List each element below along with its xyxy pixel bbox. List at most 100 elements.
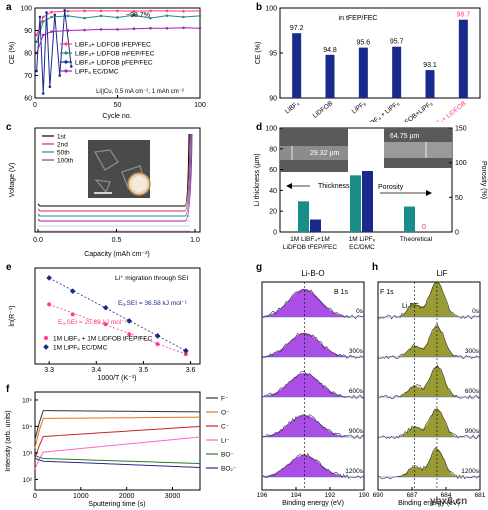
peak-fill-3 bbox=[378, 408, 480, 437]
time-label-2: 600s bbox=[465, 388, 480, 395]
chart-f-axes: 0 1000 2000 3000 10² 10³ 10⁴ 10⁵ bbox=[22, 397, 180, 500]
chart-d-sem-inset-1: 29.32 µm bbox=[280, 128, 348, 172]
series-point-0 bbox=[165, 9, 169, 13]
series-point-2 bbox=[48, 85, 52, 89]
series-line-1 bbox=[37, 133, 191, 212]
chart-a-xlabel: Cycle no. bbox=[102, 113, 131, 120]
x-tick-label: 2000 bbox=[119, 493, 135, 500]
legend-label-3: Li⁻ bbox=[221, 438, 230, 445]
chart-g-plot: 0s 300s 600s 900s 1200s bbox=[261, 282, 365, 490]
bar-2 bbox=[358, 47, 368, 98]
panel-label-f: f bbox=[6, 384, 10, 395]
series-line-3 bbox=[37, 133, 193, 222]
time-label-2: 600s bbox=[349, 388, 364, 395]
thickness-bar-1 bbox=[350, 175, 361, 232]
chart-b-ylabel: CE (%) bbox=[255, 42, 262, 65]
legend-marker-1 bbox=[64, 51, 68, 55]
x-tick-label: 0 bbox=[33, 102, 37, 109]
chart-c-frame bbox=[34, 127, 201, 233]
legend-label-0: LiBF₄+ LiDFOB tFEP/FEC bbox=[75, 42, 151, 49]
y-tick-label: 90 bbox=[269, 96, 277, 103]
y-tick-label: 10⁴ bbox=[22, 424, 32, 431]
chart-h-xlabel: Binding energy (eV) bbox=[398, 500, 460, 507]
chart-c-xlabel: Capacity (mAh cm⁻²) bbox=[84, 251, 150, 258]
x-tick-label: 684 bbox=[441, 492, 452, 499]
group-label-0-line1: 1M LiBF₄+1M bbox=[290, 236, 330, 243]
y-right-tick-label: 100 bbox=[455, 160, 467, 167]
chart-d-axes: 0 20 40 60 80 100 0 50 100 150 bbox=[265, 126, 466, 237]
peak-fill-0 bbox=[262, 289, 364, 317]
series-point-0 bbox=[116, 9, 119, 13]
y-tick-label: 80 bbox=[24, 51, 32, 58]
panel-label-a: a bbox=[6, 2, 12, 13]
x-tick-label: 687 bbox=[407, 492, 418, 499]
spectrum-line-0 bbox=[377, 281, 481, 320]
x-tick-label: 192 bbox=[325, 492, 336, 499]
y-tick-label: 20 bbox=[269, 209, 277, 216]
chart-e-energy-2: Eₐ,SEI = 36.58 kJ mol⁻¹ bbox=[118, 300, 188, 307]
legend-label-1: 2nd bbox=[57, 142, 68, 149]
time-label-4: 1200s bbox=[345, 468, 363, 475]
series-point-1 bbox=[154, 333, 161, 339]
porosity-bar-1 bbox=[362, 170, 373, 232]
peak-fill-2 bbox=[262, 373, 364, 397]
bar-4 bbox=[425, 70, 435, 98]
chart-b-annotation: in tFEP/FEC bbox=[339, 15, 378, 22]
time-label-0: 0s bbox=[472, 308, 480, 315]
series-point-1 bbox=[198, 14, 202, 18]
chart-d-arrow-thickness bbox=[286, 183, 310, 189]
time-label-1: 300s bbox=[349, 348, 364, 355]
legend-label-0: 1M LiBF₄ + 1M LiDFOB tFEP/FEC bbox=[53, 336, 153, 343]
group-label-0-line2: LiDFOB tFEP/FEC bbox=[283, 244, 337, 251]
series-point-0 bbox=[149, 9, 152, 13]
chart-h-frame bbox=[377, 281, 481, 491]
series-point-1 bbox=[183, 347, 189, 354]
panel-label-e: e bbox=[6, 262, 12, 273]
chart-g-frame bbox=[261, 281, 365, 491]
series-point-3 bbox=[83, 28, 86, 32]
legend-label-2: 50th bbox=[57, 150, 70, 157]
y-tick-label: 90 bbox=[24, 28, 32, 35]
series-point-1 bbox=[41, 20, 45, 23]
series-line-2 bbox=[34, 425, 201, 459]
series-point-2 bbox=[70, 65, 73, 68]
spectrum-line-0 bbox=[261, 288, 365, 320]
legend-label-1: LiBF₄+ LiDFOB mFEP/FEC bbox=[75, 51, 155, 58]
peak-fill-1 bbox=[378, 325, 480, 357]
x-tick-label: 3.6 bbox=[186, 367, 196, 374]
chart-b-plot: 97.2 LiBF₄ 94.8 LiDFOB 95.6 LiPF₆ 95.7 LiBF₄ + … bbox=[284, 12, 470, 122]
y-tick-label: 100 bbox=[20, 6, 32, 13]
series-point-1 bbox=[66, 14, 70, 18]
series-point-1 bbox=[46, 275, 52, 281]
chart-d-arrow-label-porosity: Porosity bbox=[378, 184, 404, 191]
chart-e-legend: 1M LiBF₄ + 1M LiDFOB tFEP/FEC 1M LiPF₆ EC… bbox=[43, 336, 153, 352]
chart-f-xlabel: Sputtering time (s) bbox=[88, 501, 145, 508]
chart-f-legend: F⁻ O⁻ C⁻ Li⁻ BO⁻ BO₂⁻ bbox=[206, 396, 237, 473]
time-label-0: 0s bbox=[356, 308, 364, 315]
series-point-1 bbox=[83, 16, 86, 20]
chart-b-axes: 90 95 100 bbox=[265, 6, 283, 103]
bar-5 bbox=[458, 19, 468, 99]
series-point-1 bbox=[99, 14, 103, 18]
series-point-0 bbox=[50, 10, 53, 14]
y-tick-label: 95 bbox=[269, 51, 277, 58]
series-point-1 bbox=[116, 16, 119, 19]
chart-b: 97.2 LiBF₄ 94.8 LiDFOB 95.6 LiPF₆ 95.7 LiBF₄ + … bbox=[255, 6, 481, 122]
y-tick-label: 10² bbox=[23, 477, 33, 484]
chart-b-frame bbox=[279, 7, 481, 99]
series-line-5 bbox=[34, 457, 201, 468]
chart-g-title: Li-B-O bbox=[301, 269, 324, 278]
category-label-3: LiBF₄ + LiPF₆ bbox=[366, 100, 402, 122]
bar-value-label-3: 95.7 bbox=[390, 39, 404, 46]
series-point-0 bbox=[127, 332, 132, 337]
series-line-2 bbox=[37, 133, 192, 217]
legend-marker-0 bbox=[44, 336, 48, 340]
series-point-3 bbox=[116, 28, 119, 31]
series-point-0 bbox=[198, 9, 202, 13]
series-point-0 bbox=[41, 15, 45, 19]
peak-fill-4 bbox=[378, 448, 480, 477]
spectrum-line-3 bbox=[261, 414, 365, 440]
series-point-3 bbox=[182, 26, 185, 30]
series-line-1 bbox=[36, 14, 201, 42]
legend-label-5: BO₂⁻ bbox=[221, 466, 237, 473]
